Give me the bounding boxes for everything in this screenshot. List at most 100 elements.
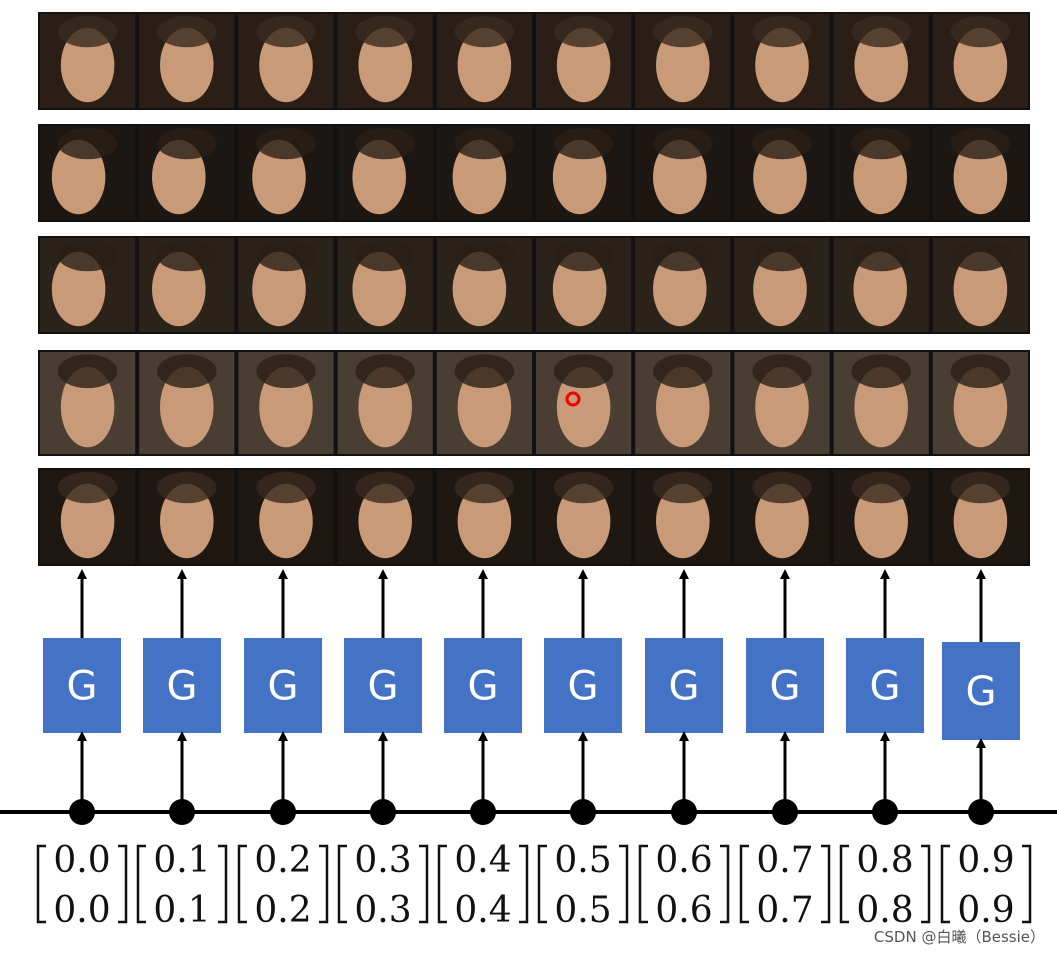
generator-box: [746, 638, 824, 733]
face-hair: [256, 354, 316, 389]
face-hair: [653, 354, 713, 389]
vector-top: 0.1: [153, 840, 210, 881]
face-head: [755, 366, 809, 448]
face-head: [358, 366, 412, 448]
latent-point: [169, 799, 195, 825]
vector-top: 0.5: [554, 840, 611, 881]
face-hair: [553, 15, 614, 48]
face-head: [160, 27, 214, 103]
generator-label: G: [669, 664, 700, 710]
face-hair: [454, 471, 515, 504]
face-hair: [157, 471, 217, 504]
generator-label: G: [870, 664, 901, 710]
vector-top: 0.6: [655, 840, 712, 881]
face-head: [953, 366, 1008, 448]
latent-point: [671, 799, 697, 825]
face-hair: [553, 471, 614, 504]
face-head: [457, 27, 512, 103]
face-hair: [355, 127, 415, 160]
face-hair: [653, 239, 713, 272]
generator-label: G: [167, 664, 198, 710]
face-head: [656, 366, 710, 448]
face-hair: [256, 127, 316, 160]
cursor-marker: [565, 391, 581, 407]
face-head: [457, 483, 512, 559]
generator-box: [143, 638, 221, 733]
face-hair: [454, 15, 515, 48]
bracket: [419, 844, 429, 924]
generator-box: [244, 638, 322, 733]
face-hair: [752, 471, 812, 504]
face-head: [854, 483, 908, 559]
face-head: [854, 27, 908, 103]
face-head: [653, 139, 707, 215]
face-head: [753, 251, 807, 327]
watermark: CSDN @白曦（Bessie）: [874, 928, 1045, 946]
bracket: [638, 844, 648, 924]
bracket: [136, 844, 146, 924]
latent-point: [470, 799, 496, 825]
latent-point: [69, 799, 95, 825]
face-head: [653, 251, 707, 327]
generator-label: G: [268, 664, 299, 710]
generator-box: [444, 638, 522, 733]
face-hair: [950, 15, 1011, 48]
face-head: [854, 366, 908, 448]
face-hair: [752, 15, 812, 48]
latent-point: [872, 799, 898, 825]
vector-top: 0.9: [957, 840, 1014, 881]
latent-point: [370, 799, 396, 825]
face-hair: [752, 354, 812, 389]
face-hair: [157, 354, 217, 389]
face-head: [853, 251, 907, 327]
bracket: [1022, 844, 1032, 924]
face-hair: [553, 354, 614, 389]
bracket: [319, 844, 329, 924]
face-head: [358, 483, 412, 559]
face-head: [953, 139, 1008, 215]
bracket: [337, 844, 347, 924]
generator-box: [846, 638, 924, 733]
face-hair: [851, 15, 911, 48]
vector-top: 0.4: [454, 840, 511, 881]
generator-box: [344, 638, 422, 733]
vector-top: 0.8: [856, 840, 913, 881]
latent-point: [570, 799, 596, 825]
face-hair: [157, 127, 217, 160]
bracket: [237, 844, 247, 924]
vector-bottom: 0.3: [354, 890, 411, 931]
face-hair: [355, 15, 415, 48]
face-head: [358, 27, 412, 103]
bracket: [437, 844, 447, 924]
generator-label: G: [966, 669, 997, 715]
vector-bottom: 0.7: [756, 890, 813, 931]
bracket: [821, 844, 831, 924]
face-head: [656, 483, 710, 559]
generator-box: [942, 642, 1020, 740]
face-hair: [57, 15, 118, 48]
face-hair: [355, 239, 415, 272]
generator-label: G: [368, 664, 399, 710]
bracket: [218, 844, 228, 924]
generator-label: G: [67, 664, 98, 710]
face-hair: [752, 239, 812, 272]
face-head: [953, 251, 1008, 327]
face-head: [259, 483, 313, 559]
bracket: [940, 844, 950, 924]
generator-box: [43, 638, 121, 733]
face-head: [755, 483, 809, 559]
bracket: [36, 844, 46, 924]
generator-label: G: [568, 664, 599, 710]
face-hair: [454, 127, 515, 160]
face-hair: [851, 239, 911, 272]
vector-bottom: 0.4: [454, 890, 511, 931]
vector-top: 0.0: [53, 840, 110, 881]
vector-bottom: 0.0: [53, 890, 110, 931]
face-hair: [950, 127, 1011, 160]
vector-bottom: 0.6: [655, 890, 712, 931]
generator-label: G: [770, 664, 801, 710]
bracket: [839, 844, 849, 924]
face-hair: [256, 471, 316, 504]
face-head: [755, 27, 809, 103]
